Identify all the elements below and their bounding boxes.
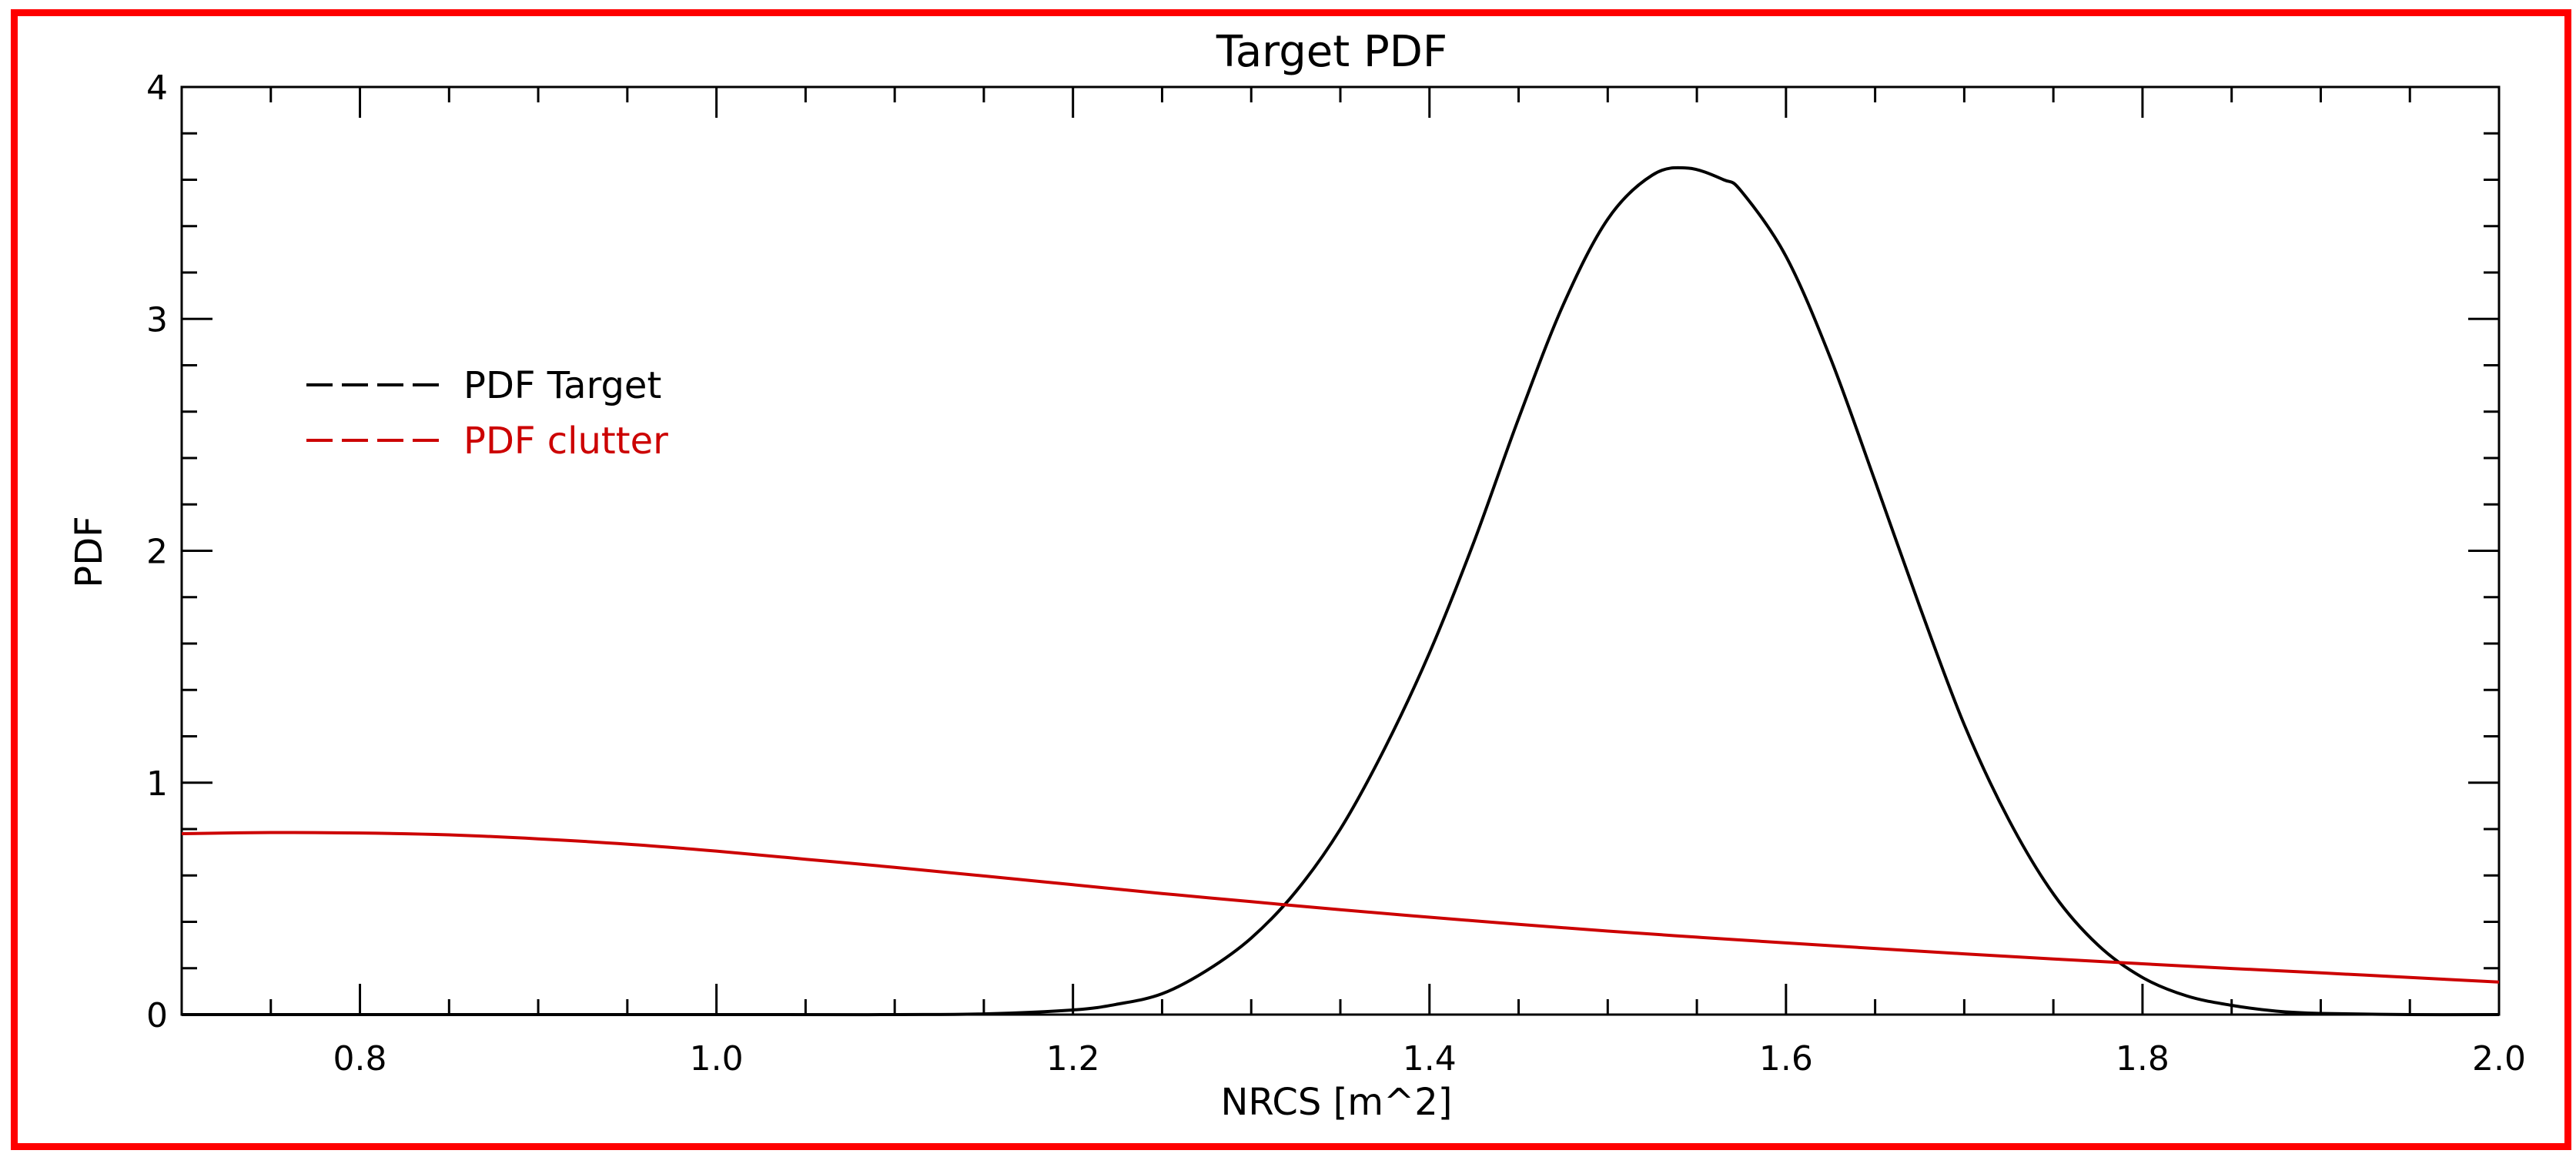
x-tick-label: 1.2 (1046, 1039, 1100, 1078)
x-tick-label: 1.4 (1403, 1039, 1457, 1078)
chart-frame (11, 9, 2571, 1150)
y-tick-label: 2 (146, 533, 168, 572)
x-tick-label: 1.0 (690, 1039, 744, 1078)
legend-label: PDF Target (463, 364, 661, 407)
legend: PDF Target PDF clutter (306, 364, 668, 463)
y-tick-label: 4 (146, 69, 168, 108)
x-tick-label: 1.8 (2116, 1039, 2170, 1078)
axis-tick-labels: 0.8 1.0 1.2 1.4 1.6 1.8 2.0 0 1 2 3 4 (146, 69, 2526, 1078)
y-tick-label: 3 (146, 300, 168, 339)
series-line-pdf-target (181, 166, 2500, 1017)
series-lines (181, 166, 2500, 1017)
plot-frame (180, 85, 2501, 1016)
axis-ticks (180, 85, 2501, 1016)
y-axis-title: PDF (68, 516, 111, 588)
x-axis-title: NRCS [m^2] (1220, 1081, 1452, 1124)
plot-area-border (180, 85, 2501, 1016)
series-line-pdf-clutter (181, 831, 2500, 984)
x-tick-label: 2.0 (2472, 1039, 2526, 1078)
y-tick-label: 1 (146, 764, 168, 804)
x-tick-label: 1.6 (1759, 1039, 1813, 1078)
legend-label: PDF clutter (463, 420, 668, 463)
x-tick-label: 0.8 (333, 1039, 387, 1078)
chart-title: Target PDF (1216, 27, 1447, 77)
y-tick-label: 0 (146, 996, 168, 1035)
